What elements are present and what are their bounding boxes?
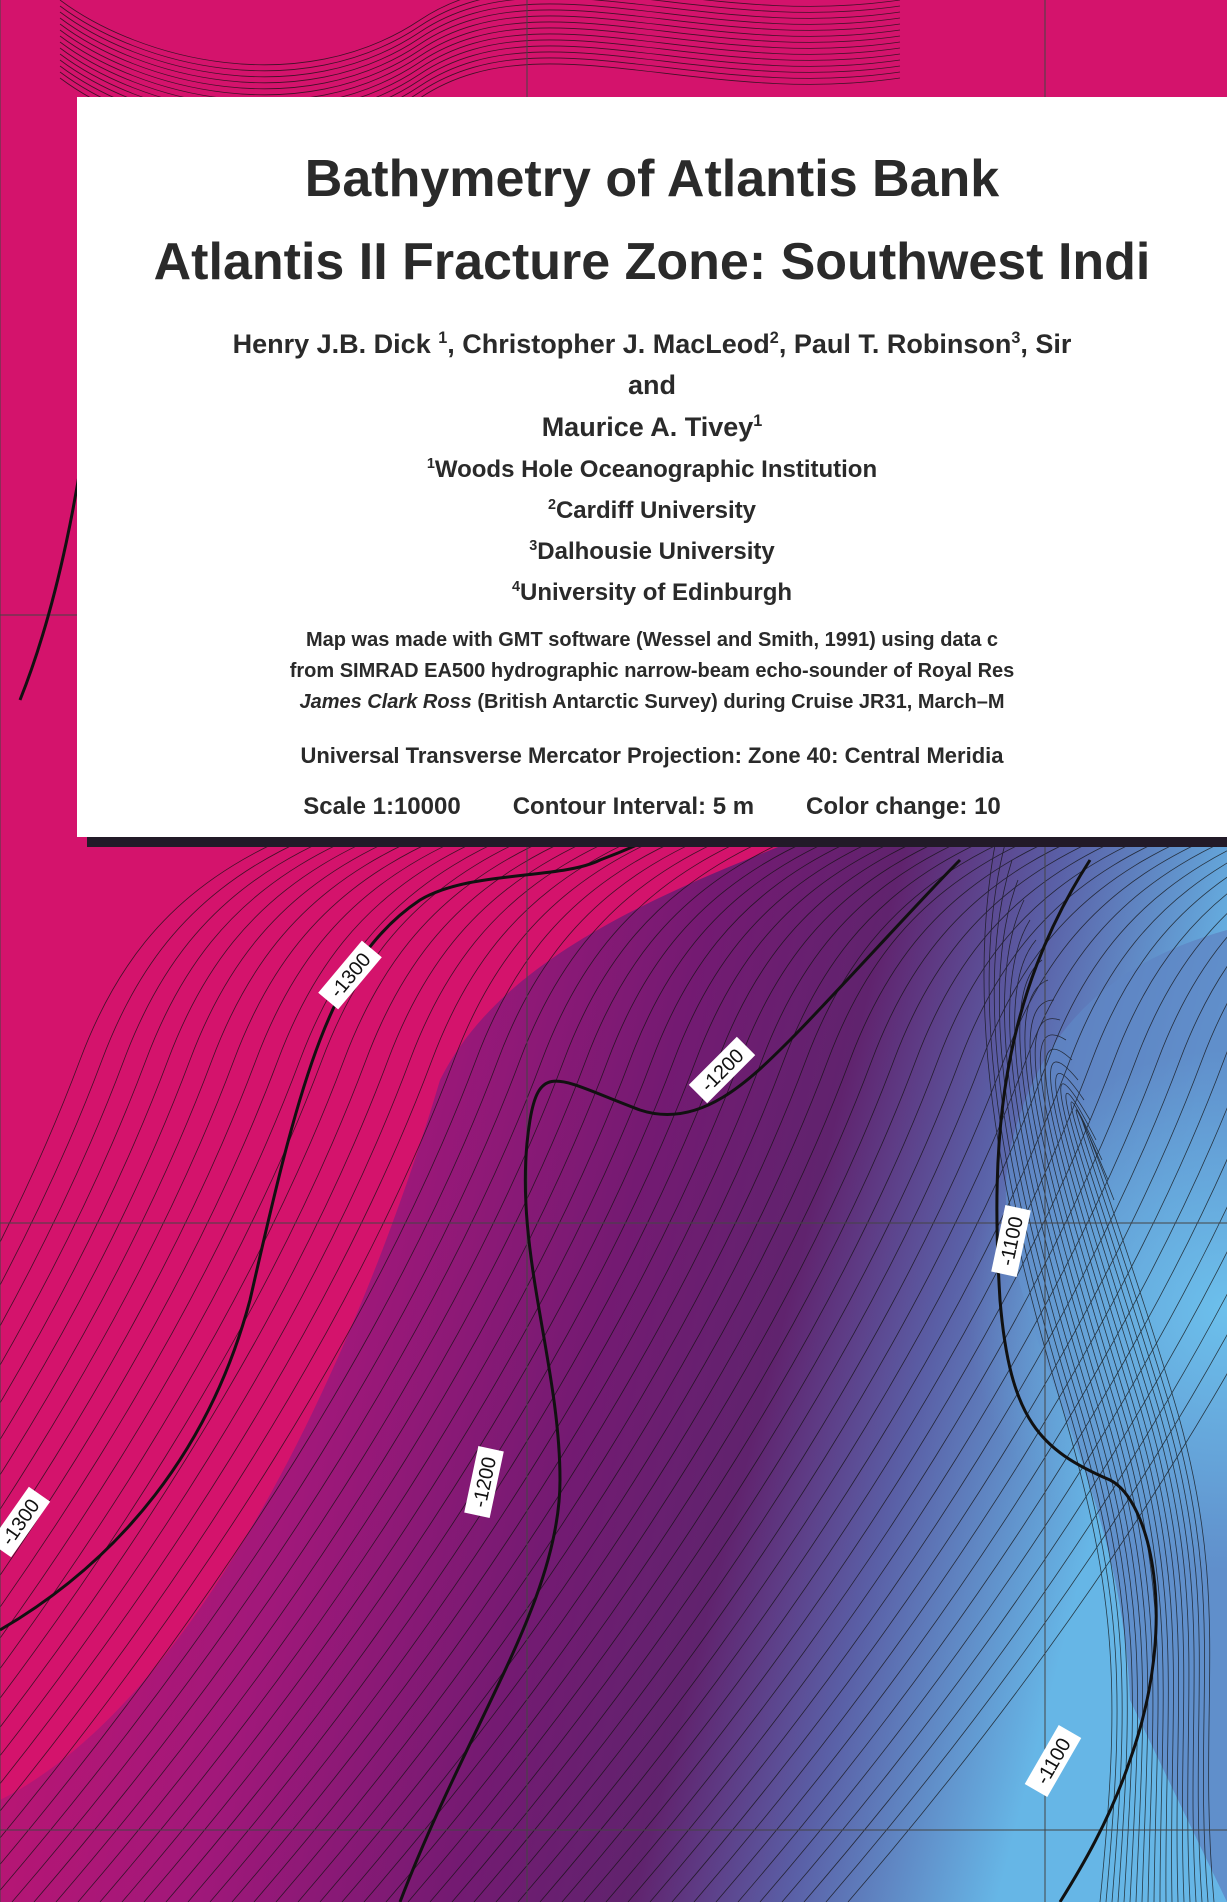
contour-line-top bbox=[59, 0, 901, 72]
contour-line bbox=[517, 850, 1227, 1902]
contour-line-top bbox=[59, 3, 901, 84]
contour-line-shallow bbox=[1080, 1116, 1215, 1902]
contour-line bbox=[627, 936, 1227, 1902]
scale-text: Scale 1:10000 bbox=[303, 793, 461, 820]
color-change-text: Color change: 10 bbox=[806, 793, 1001, 820]
scale-row: Scale 1:10000 Contour Interval: 5 m Color … bbox=[277, 793, 1027, 821]
contour-line-shallow bbox=[1055, 1073, 1185, 1902]
contour-line-top bbox=[59, 0, 901, 78]
credit-line-1: Map was made with GMT software (Wessel a… bbox=[305, 629, 999, 651]
contour-line bbox=[649, 966, 1227, 1902]
contour-line bbox=[803, 1293, 1227, 1902]
institution-2-name: Cardiff University bbox=[555, 497, 757, 524]
contour-line-shallow bbox=[1029, 999, 1159, 1902]
title-block: Bathymetry of Atlantis Bank Atlantis II … bbox=[77, 97, 1227, 837]
last-author: Maurice A. Tivey1 bbox=[542, 412, 763, 443]
contour-label-bg bbox=[318, 940, 382, 1010]
contour-label-bg bbox=[0, 1486, 51, 1558]
contour-line-shallow bbox=[1019, 959, 1149, 1902]
contour-line-shallow bbox=[1070, 1101, 1203, 1902]
contour-interval-text: Contour Interval: 5 m bbox=[512, 793, 755, 820]
contour-line-shallow bbox=[998, 879, 1128, 1902]
contour-label-bg bbox=[1024, 1725, 1082, 1797]
contour-line bbox=[781, 1250, 1227, 1902]
institution-1-sup: 1 bbox=[426, 456, 435, 472]
contour-line-top bbox=[59, 0, 901, 66]
contour-line bbox=[583, 893, 1227, 1902]
contour-line bbox=[715, 1107, 1227, 1902]
contour-line bbox=[539, 862, 1227, 1902]
contour-line bbox=[451, 821, 1227, 1902]
contour-line-shallow bbox=[993, 859, 1123, 1902]
contour-line-shallow bbox=[1024, 979, 1154, 1902]
contour-line bbox=[561, 876, 1227, 1902]
credit-line-2: from SIMRAD EA500 hydrographic narrow-be… bbox=[289, 660, 1015, 682]
author-2: , Christopher J. MacLeod bbox=[447, 329, 770, 359]
contour-line-shallow bbox=[1034, 1018, 1164, 1902]
contour-line-shallow bbox=[1060, 1083, 1191, 1902]
contour-line bbox=[407, 805, 1227, 1902]
institution-3: 3Dalhousie University bbox=[529, 538, 774, 566]
institution-2-sup: 2 bbox=[547, 497, 556, 513]
contour-line bbox=[671, 1003, 1227, 1902]
index-contour-2 bbox=[995, 859, 1158, 1902]
ship-name: James Clark Ross bbox=[299, 691, 472, 713]
institution-3-sup: 3 bbox=[529, 538, 538, 554]
author-list: Henry J.B. Dick 1, Christopher J. MacLeo… bbox=[233, 329, 1072, 360]
contour-line bbox=[759, 1206, 1227, 1902]
institution-1: 1Woods Hole Oceanographic Institution bbox=[427, 456, 877, 484]
contour-line-top bbox=[59, 27, 901, 108]
credit-line-3: James Clark Ross (British Antarctic Surv… bbox=[299, 691, 1004, 714]
contour-line bbox=[605, 913, 1227, 1902]
contour-line-top bbox=[59, 9, 901, 90]
contour-line bbox=[825, 1334, 1227, 1902]
contour-line-shallow bbox=[1075, 1109, 1209, 1902]
contour-label-l3: -1100 bbox=[991, 1205, 1031, 1277]
institution-1-name: Woods Hole Oceanographic Institution bbox=[434, 456, 878, 483]
institution-2: 2Cardiff University bbox=[548, 497, 756, 525]
map-title: Bathymetry of Atlantis Bank bbox=[304, 150, 1000, 208]
credit-line-3-rest: (British Antarctic Survey) during Cruise… bbox=[471, 691, 1005, 713]
index-contour-1 bbox=[398, 858, 962, 1902]
author-3: , Paul T. Robinson bbox=[778, 329, 1012, 359]
contour-line-shallow bbox=[1065, 1092, 1197, 1902]
contour-line-top bbox=[59, 15, 901, 96]
contour-line bbox=[737, 1158, 1227, 1902]
author-4: , Sir bbox=[1020, 329, 1072, 359]
last-author-affil: 1 bbox=[753, 412, 763, 430]
contour-line-shallow bbox=[1050, 1061, 1180, 1902]
map-subtitle: Atlantis II Fracture Zone: Southwest Ind… bbox=[153, 233, 1151, 291]
contour-line-shallow bbox=[983, 819, 1113, 1902]
contour-line-shallow bbox=[1004, 899, 1133, 1902]
and-text: and bbox=[627, 370, 677, 400]
author-3-affil: 3 bbox=[1011, 329, 1021, 347]
contour-line-shallow bbox=[1039, 1034, 1169, 1902]
contour-line-shallow bbox=[1045, 1048, 1174, 1902]
contour-line-shallow bbox=[988, 839, 1118, 1902]
contour-label-bg bbox=[991, 1205, 1031, 1277]
contour-label-bg bbox=[688, 1036, 756, 1104]
contour-line-top bbox=[59, 21, 901, 102]
institution-3-name: Dalhousie University bbox=[537, 538, 775, 565]
last-author-name: Maurice A. Tivey bbox=[541, 412, 754, 442]
contour-line bbox=[495, 839, 1227, 1902]
author-1-affil: 1 bbox=[438, 329, 448, 347]
institution-4-name: University of Edinburgh bbox=[520, 579, 793, 606]
institution-4: 4University of Edinburgh bbox=[512, 579, 792, 607]
projection-text: Universal Transverse Mercator Projection… bbox=[300, 743, 1004, 768]
institution-4-sup: 4 bbox=[511, 579, 520, 595]
author-2-affil: 2 bbox=[769, 329, 779, 347]
contour-line bbox=[847, 1372, 1227, 1902]
contour-line bbox=[693, 1051, 1227, 1902]
contour-label-bg bbox=[464, 1446, 504, 1518]
contour-line bbox=[429, 812, 1227, 1902]
author-1: Henry J.B. Dick bbox=[232, 329, 439, 359]
